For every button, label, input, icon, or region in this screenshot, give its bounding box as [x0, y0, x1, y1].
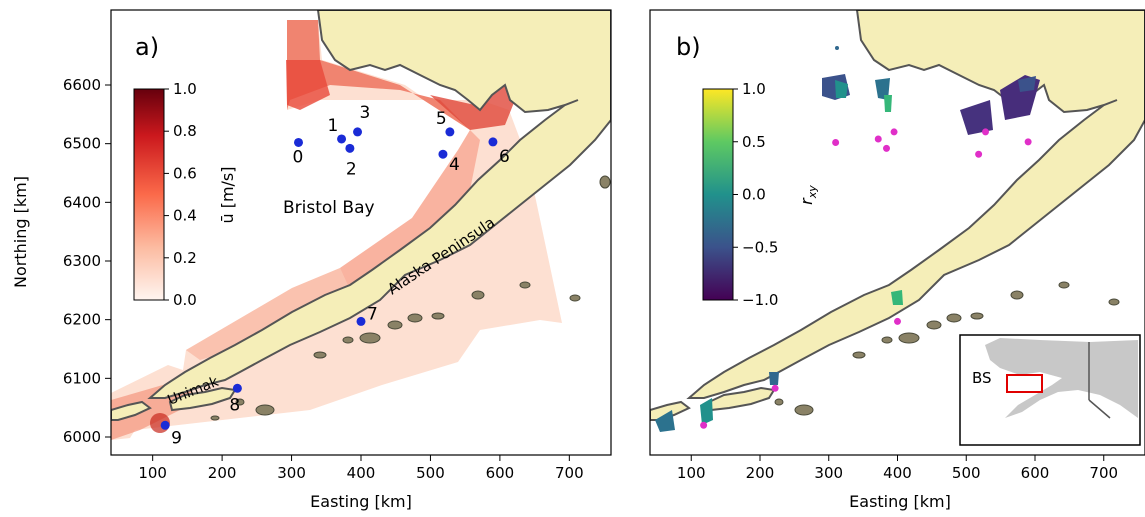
panel-b-x-axis: 100 200 300 400 500 600 700: [677, 455, 1118, 482]
colorbar-a: [133, 88, 165, 301]
panel-a-ylabel: Northing [km]: [11, 176, 30, 288]
correlation-patches: [655, 46, 1040, 432]
station-label-5: 5: [436, 109, 447, 129]
station-marker-b-8: [771, 384, 779, 392]
station-marker-2: [345, 143, 355, 153]
y-tick-label: 6300: [63, 252, 101, 270]
station-marker-b-5: [982, 128, 989, 136]
station-label-2: 2: [346, 159, 357, 179]
y-tick-label: 6000: [63, 428, 101, 446]
islands: [210, 175, 611, 421]
x-tick-label: 300: [277, 464, 306, 482]
land-alaska: [111, 10, 611, 421]
panel-a-label: a): [135, 33, 159, 61]
speed-field: [111, 20, 562, 440]
islands-b: [774, 281, 1120, 416]
station-marker-b-3: [890, 128, 898, 136]
station-marker-3: [353, 127, 363, 137]
y-tick-label: 6100: [63, 369, 101, 387]
inset-land: [985, 338, 1138, 418]
station-label-7: 7: [367, 304, 378, 324]
colorbar-tick-label: 0.6: [173, 164, 197, 182]
panel-a: Bristol Bay Alaska Peninsula Unimak 0123…: [11, 9, 612, 511]
station-marker-b-7: [894, 317, 901, 325]
colorbar-tick-label: 0.2: [173, 249, 197, 267]
y-tick-label: 6500: [63, 135, 101, 153]
station-marker-b-1: [874, 135, 882, 143]
y-tick-label: 6400: [63, 193, 101, 211]
colorbar-b-ticks: 1.0 0.5 0.0 −0.5 −1.0: [733, 80, 778, 309]
station-marker-b-4: [975, 150, 983, 158]
colorbar-tick-label: 1.0: [742, 80, 766, 98]
panel-b-xlabel: Easting [km]: [849, 492, 951, 511]
x-tick-label: 700: [555, 464, 584, 482]
x-tick-label: 500: [416, 464, 445, 482]
station-label-1: 1: [328, 116, 339, 136]
y-tick-label: 6600: [63, 76, 101, 94]
station-marker-b-0: [832, 138, 840, 146]
station-marker-4: [438, 149, 448, 159]
colorbar-a-label: ū [m/s]: [218, 166, 237, 223]
label-bristol-bay: Bristol Bay: [283, 198, 375, 218]
station-marker-b-9: [700, 421, 708, 429]
inset-study-area-box: [1006, 374, 1043, 393]
x-tick-label: 700: [1089, 464, 1118, 482]
station-marker-b-6: [1024, 138, 1032, 146]
x-tick-label: 600: [486, 464, 515, 482]
x-tick-label: 600: [1021, 464, 1050, 482]
colorbar-b-label: rxy: [797, 185, 819, 205]
panel-a-x-axis: 100 200 300 400 500 600 700: [138, 455, 584, 482]
x-tick-label: 100: [138, 464, 167, 482]
x-tick-label: 400: [347, 464, 376, 482]
station-label-8: 8: [229, 395, 240, 415]
x-tick-label: 200: [208, 464, 237, 482]
station-marker-0: [294, 137, 303, 147]
colorbar-tick-label: −1.0: [742, 291, 778, 309]
colorbar-a-ticks: 0.0 0.2 0.4 0.6 0.8 1.0: [164, 80, 197, 309]
x-tick-label: 100: [677, 464, 706, 482]
station-label-6: 6: [499, 147, 510, 167]
x-tick-label: 400: [883, 464, 912, 482]
x-tick-label: 300: [814, 464, 843, 482]
x-tick-label: 200: [746, 464, 775, 482]
station-marker-9: [160, 420, 170, 430]
colorbar-b: [702, 88, 734, 301]
panel-b-label: b): [676, 33, 701, 61]
y-tick-label: 6200: [63, 311, 101, 329]
station-label-0: 0: [293, 147, 304, 167]
colorbar-tick-label: 1.0: [173, 80, 197, 98]
x-tick-label: 500: [952, 464, 981, 482]
panel-a-xlabel: Easting [km]: [310, 492, 412, 511]
station-label-3: 3: [360, 103, 371, 123]
station-marker-5: [445, 127, 455, 137]
colorbar-tick-label: −0.5: [742, 238, 778, 256]
colorbar-tick-label: 0.0: [173, 291, 197, 309]
colorbar-tick-label: 0.8: [173, 122, 197, 140]
station-marker-b-2: [883, 144, 890, 152]
station-marker-7: [356, 316, 366, 326]
colorbar-tick-label: 0.4: [173, 207, 197, 225]
station-marker-1: [337, 134, 347, 144]
colorbar-tick-label: 0.0: [742, 186, 766, 204]
panel-a-y-axis: 6000 6100 6200 6300 6400 6500 6600: [63, 76, 111, 446]
land-alaska-b: [650, 10, 1145, 421]
stations-a: 0 1 2 3 4 5 6 7 8 9: [160, 103, 510, 448]
inset-map: BS: [959, 334, 1141, 446]
panel-b: BS b) 1.0 0.5 0.0 −0.5 −1.0 rxy 100 200 300 400…: [649, 9, 1145, 511]
station-marker-8: [232, 383, 242, 393]
colorbar-tick-label: 0.5: [742, 133, 766, 151]
station-label-9: 9: [171, 428, 182, 448]
station-marker-6: [488, 137, 498, 147]
inset-label-bs: BS: [972, 369, 992, 387]
station-label-4: 4: [449, 155, 460, 175]
stations-b: [700, 128, 1032, 429]
